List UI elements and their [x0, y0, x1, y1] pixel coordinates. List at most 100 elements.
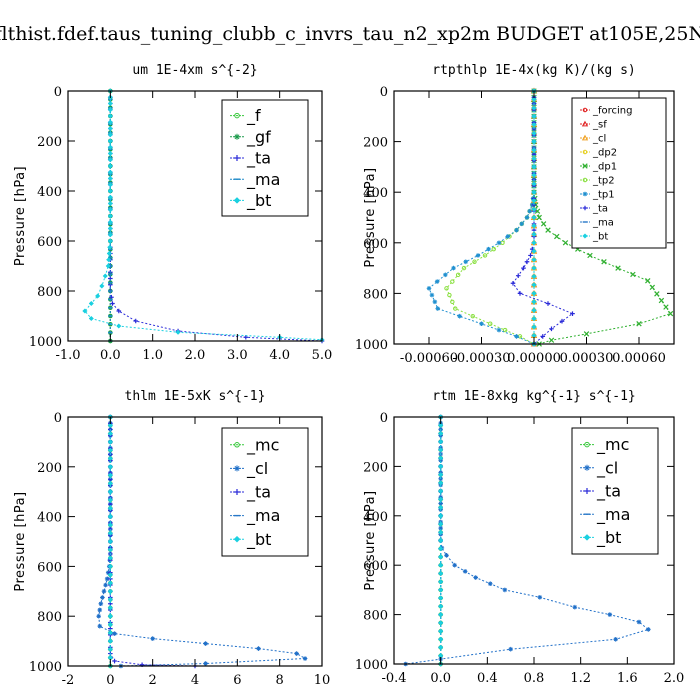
- data-point: [645, 278, 651, 284]
- data-point: [107, 213, 113, 219]
- data-point: [116, 308, 122, 314]
- series-group: [82, 88, 325, 344]
- data-point: [438, 579, 444, 585]
- legend-box: [221, 427, 309, 557]
- data-point: [630, 271, 636, 278]
- legend-marker: [582, 191, 588, 197]
- data-point: [531, 189, 537, 195]
- data-point: [502, 327, 508, 333]
- legend-label: _ta: [596, 482, 621, 502]
- y-tick-label: 1000: [355, 338, 388, 353]
- y-tick-label: 1000: [355, 658, 388, 673]
- legend-marker: [581, 134, 589, 141]
- data-point: [107, 207, 113, 213]
- data-point: [107, 431, 113, 437]
- legend-label: _cl: [596, 458, 618, 478]
- data-point: [435, 306, 441, 311]
- legend-entry-bt: _bt: [580, 232, 608, 243]
- data-point: [100, 595, 105, 600]
- data-point: [455, 272, 461, 278]
- legend-marker: [582, 149, 588, 155]
- y-tick-label: 800: [37, 610, 62, 625]
- data-point: [528, 253, 533, 258]
- data-point: [510, 280, 516, 286]
- data-point: [470, 313, 475, 319]
- legend-label: _cl: [246, 459, 268, 479]
- data-point: [587, 252, 593, 259]
- data-point: [531, 155, 537, 162]
- legend-box: [571, 97, 667, 249]
- series-line: [445, 91, 535, 345]
- series-bt: [82, 88, 325, 343]
- data-point: [531, 113, 537, 119]
- data-point: [107, 125, 113, 132]
- x-tick-label: 0.4: [477, 671, 498, 686]
- data-point: [107, 580, 113, 586]
- y-tick-label: 600: [37, 235, 62, 250]
- x-tick-label: 0.00060: [612, 351, 666, 366]
- data-point: [531, 299, 537, 305]
- data-point: [107, 439, 113, 445]
- data-point: [107, 547, 113, 553]
- y-tick-label: 400: [37, 185, 62, 200]
- data-point: [607, 612, 613, 617]
- panel-1: um 1E-4xm s^{-2} Pressure [hPa] -1.0 0.0 1.0…: [13, 63, 332, 363]
- data-point: [107, 144, 113, 150]
- data-point: [175, 329, 181, 335]
- series-group: [96, 414, 308, 669]
- data-point: [438, 562, 444, 568]
- data-point: [438, 595, 444, 601]
- x-tick-label: 3.0: [227, 348, 248, 363]
- series-line: [84, 91, 323, 341]
- data-point: [654, 291, 660, 297]
- data-point: [150, 636, 155, 641]
- legend-marker: [234, 442, 240, 448]
- data-point: [531, 265, 537, 271]
- data-point: [545, 227, 551, 233]
- data-point: [473, 575, 478, 580]
- legend-entry-bt: _bt: [230, 191, 271, 211]
- data-point: [636, 321, 642, 327]
- figure-title: flthist.fdef.taus_tuning_clubb_c_invrs_t…: [0, 23, 700, 45]
- data-point: [302, 656, 308, 661]
- data-point: [475, 253, 481, 258]
- data-point: [94, 293, 101, 299]
- legend-entry-cl: _cl: [580, 134, 606, 145]
- data-point: [450, 299, 455, 305]
- data-point: [434, 279, 440, 284]
- data-point: [531, 290, 537, 297]
- data-point: [107, 447, 113, 453]
- legend-label: _dp1: [592, 162, 617, 173]
- legend-entry-ta: _ta: [230, 483, 271, 503]
- data-point: [107, 182, 113, 188]
- data-point: [524, 215, 530, 220]
- data-point: [438, 644, 444, 651]
- data-point: [663, 304, 669, 310]
- data-point: [531, 248, 537, 254]
- x-tick-label: 8: [276, 673, 284, 688]
- data-point: [294, 651, 299, 656]
- data-point: [107, 646, 113, 652]
- data-point: [531, 240, 537, 246]
- data-point: [521, 265, 526, 271]
- data-point: [537, 595, 543, 600]
- data-point: [107, 100, 113, 107]
- data-point: [531, 121, 537, 128]
- legend-label: _bt: [246, 191, 271, 211]
- data-point: [487, 581, 493, 587]
- data-point: [107, 219, 113, 225]
- y-tick-label: 200: [363, 460, 388, 475]
- data-point: [531, 172, 537, 178]
- data-point: [438, 501, 443, 506]
- data-point: [107, 505, 113, 511]
- legend-marker: [234, 465, 240, 472]
- series-line: [98, 417, 307, 667]
- data-point: [536, 214, 542, 221]
- legend-marker: [584, 464, 590, 471]
- data-point: [107, 138, 113, 144]
- panel-title: rtpthlp 1E-4x(kg K)/(kg s): [432, 63, 636, 78]
- legend-marker: [582, 107, 588, 113]
- data-point: [438, 447, 444, 453]
- panel-title: rtm 1E-8xkg kg^{-1} s^{-1}: [432, 389, 636, 404]
- x-tick-label: -0.00030: [452, 351, 510, 366]
